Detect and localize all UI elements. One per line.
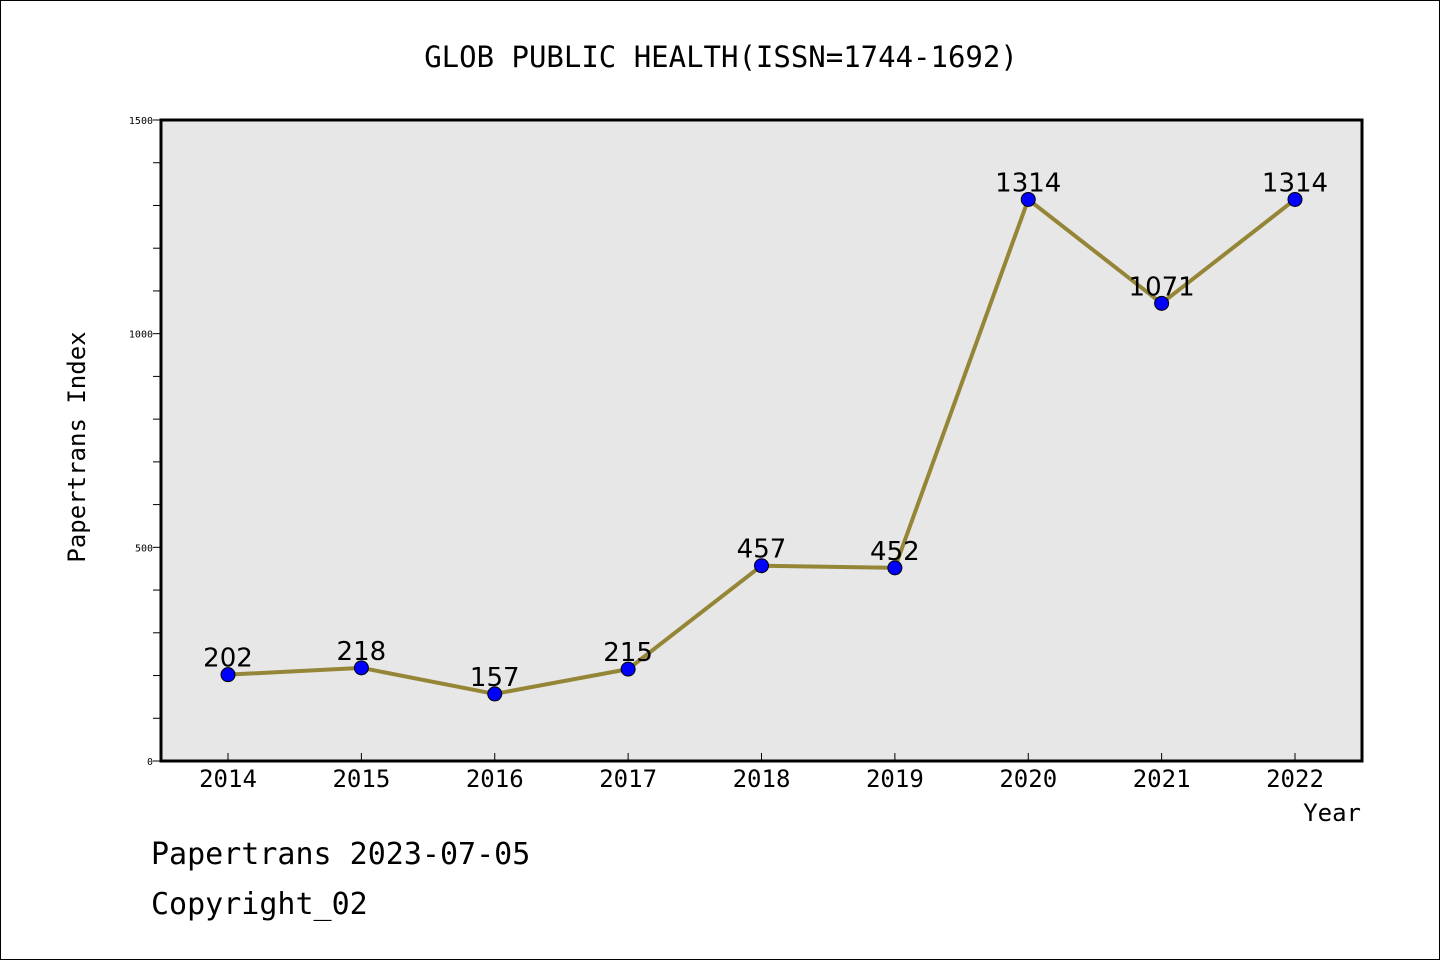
data-point	[887, 560, 903, 576]
data-point	[220, 667, 236, 683]
chart-title: GLOB PUBLIC HEALTH(ISSN=1744-1692)	[424, 40, 1018, 74]
data-label: 157	[470, 663, 520, 693]
footer-date-line: Papertrans 2023-07-05	[151, 837, 531, 872]
data-label: 1071	[1129, 272, 1195, 302]
data-label: 452	[870, 537, 920, 567]
data-point	[353, 660, 369, 676]
x-tick-label: 2020	[999, 765, 1057, 793]
data-point	[1020, 191, 1036, 207]
x-axis-label: Year	[1303, 799, 1361, 827]
data-label: 215	[603, 638, 653, 668]
x-tick-label: 2015	[332, 765, 390, 793]
data-label: 457	[737, 535, 787, 565]
data-point	[1154, 295, 1170, 311]
x-tick-label: 2019	[866, 765, 924, 793]
footer-copyright-line: Copyright_02	[151, 887, 368, 922]
data-point	[487, 686, 503, 702]
data-point	[1287, 191, 1303, 207]
y-axis-label: Papertrans Index	[63, 331, 91, 562]
x-tick-label: 2014	[199, 765, 257, 793]
plot-area	[161, 120, 1362, 761]
y-tick-label: 0	[147, 757, 153, 768]
x-tick-label: 2021	[1133, 765, 1191, 793]
x-tick-label: 2018	[733, 765, 791, 793]
data-labels: 202 218 157 215 457 452 1314 1071 1314	[203, 168, 1328, 692]
y-axis: 0 500 1000 1500	[129, 116, 161, 768]
plot-border	[159, 118, 1364, 763]
y-tick-label: 1000	[129, 330, 153, 341]
x-tick-label: 2017	[599, 765, 657, 793]
x-tick-label: 2022	[1266, 765, 1324, 793]
x-axis: 2014 2015 2016 2017 2018 2019 2020 2021 2022	[199, 753, 1324, 793]
data-point	[754, 558, 769, 574]
data-label: 202	[203, 644, 253, 674]
data-label: 218	[337, 637, 387, 667]
y-tick-label: 1500	[129, 116, 153, 127]
data-points	[220, 191, 1303, 702]
data-point	[620, 661, 636, 677]
x-tick-label: 2016	[466, 765, 524, 793]
data-label: 1314	[995, 168, 1061, 198]
data-label: 1314	[1262, 168, 1328, 198]
y-tick-label: 500	[135, 543, 153, 554]
